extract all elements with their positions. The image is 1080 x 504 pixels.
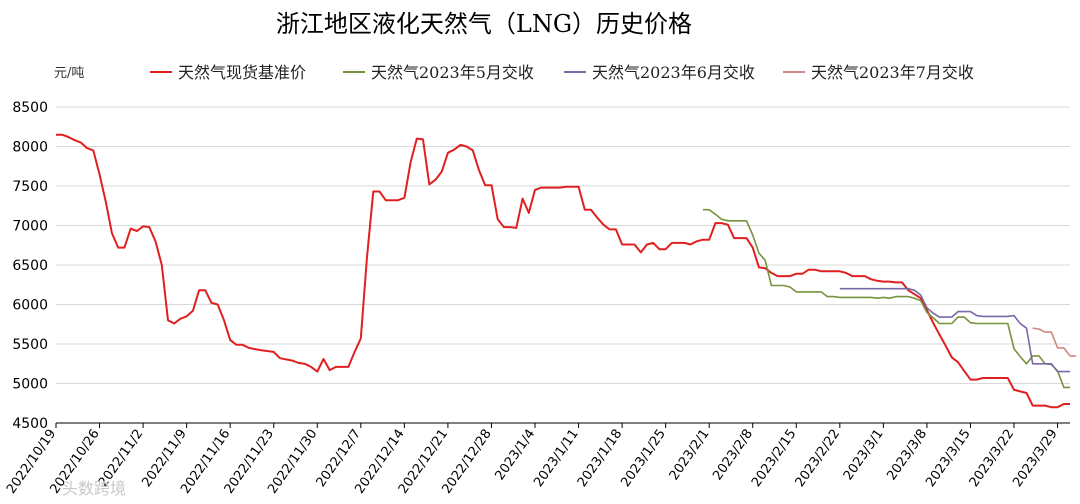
x-tick-label: 2023/2/22 <box>793 427 844 490</box>
x-tick-label: 2022/12/7 <box>314 427 365 490</box>
legend: 天然气现货基准价 天然气2023年5月交收 天然气2023年6月交收 天然气2023年… <box>150 63 974 82</box>
series-line-1 <box>56 133 1070 409</box>
y-tick-label: 4500 <box>12 416 48 432</box>
legend-label: 天然气2023年5月交收 <box>371 63 534 82</box>
series-line-2 <box>703 208 1070 389</box>
y-tick-label: 5500 <box>12 337 48 353</box>
y-tick-label: 7500 <box>12 179 48 195</box>
x-tick-label: 2023/3/22 <box>967 427 1018 490</box>
legend-label: 天然气2023年7月交收 <box>811 63 974 82</box>
legend-label: 天然气现货基准价 <box>178 63 306 82</box>
series-lines <box>56 133 1077 409</box>
x-axis-ticks: 2022/10/192022/10/262022/11/22022/11/920… <box>4 423 1061 497</box>
x-tick-label: 2023/1/18 <box>575 427 626 490</box>
x-tick-label: 2023/2/1 <box>667 427 713 483</box>
legend-label: 天然气2023年6月交收 <box>592 63 755 82</box>
chart-title: 浙江地区液化天然气（LNG）历史价格 <box>276 10 692 38</box>
x-tick-label: 2023/3/15 <box>923 427 974 490</box>
x-tick-label: 2023/2/8 <box>710 427 756 483</box>
x-tick-label: 2023/3/1 <box>841 427 887 483</box>
y-tick-label: 7000 <box>12 219 48 235</box>
grid-lines <box>56 106 1070 384</box>
y-tick-label: 8500 <box>12 100 48 116</box>
x-tick-label: 2023/3/8 <box>884 427 930 483</box>
y-tick-label: 6500 <box>12 258 48 274</box>
x-tick-label: 2023/3/29 <box>1010 427 1061 490</box>
y-tick-label: 5000 <box>12 377 48 393</box>
series-line-4 <box>1032 327 1077 357</box>
series-line-3 <box>839 287 1070 373</box>
x-tick-label: 2023/1/11 <box>531 427 582 490</box>
y-axis-ticks: 4500 5000 5500 6000 6500 7000 7500 8000 8500 <box>12 100 48 432</box>
x-tick-label: 2022/11/9 <box>139 427 190 490</box>
x-tick-label: 2023/2/15 <box>749 427 800 490</box>
y-tick-label: 8000 <box>12 140 48 156</box>
x-tick-label: 2023/1/25 <box>618 427 669 490</box>
y-unit-label: 元/吨 <box>54 66 84 81</box>
x-tick-label: 2023/1/4 <box>493 427 539 483</box>
watermark-text: 头数跨境 <box>62 479 126 498</box>
y-tick-label: 6000 <box>12 298 48 314</box>
